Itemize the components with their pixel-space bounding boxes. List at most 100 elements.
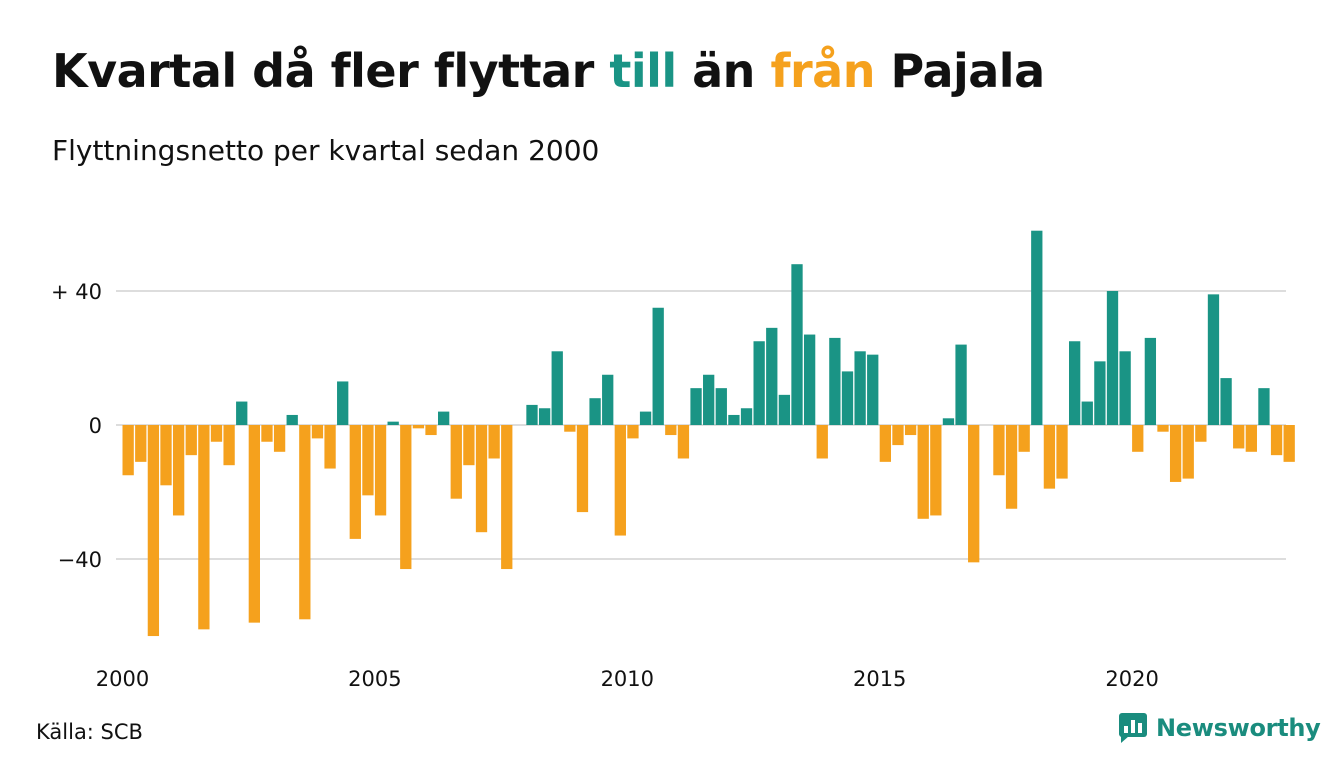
bar <box>993 425 1005 476</box>
bar <box>703 374 715 425</box>
bar <box>892 425 904 446</box>
bar <box>223 425 235 466</box>
bar <box>501 425 513 570</box>
bar <box>236 401 248 425</box>
bar <box>1069 341 1081 425</box>
bar <box>955 344 967 425</box>
chart-subtitle: Flyttningsnetto per kvartal sedan 2000 <box>52 134 600 167</box>
bar <box>450 425 462 499</box>
bar <box>1081 401 1093 425</box>
bar <box>273 425 286 452</box>
bar <box>400 425 412 570</box>
bar <box>261 425 273 442</box>
bar <box>551 351 563 425</box>
newsworthy-chat-bars-icon <box>1119 713 1147 743</box>
bar <box>1169 425 1182 482</box>
bar <box>488 425 500 459</box>
bar <box>387 421 399 425</box>
title-part-2: än <box>676 44 771 98</box>
bar <box>740 408 753 425</box>
bar <box>879 425 891 462</box>
bar <box>1094 361 1106 425</box>
bar <box>677 425 690 459</box>
bar <box>526 404 538 425</box>
bar <box>904 425 917 436</box>
bar <box>248 425 260 623</box>
bar <box>1258 388 1270 425</box>
bar <box>122 425 134 476</box>
bar <box>1132 425 1144 452</box>
x-tick-label: 2010 <box>601 667 654 691</box>
bar <box>1031 230 1043 425</box>
bar <box>172 425 185 516</box>
bar <box>564 425 576 432</box>
bar <box>1245 425 1257 452</box>
bar <box>917 425 929 519</box>
bar <box>930 425 942 516</box>
bar <box>1270 425 1283 456</box>
bar <box>185 425 197 456</box>
bar <box>639 411 652 425</box>
bar <box>766 327 778 425</box>
bar <box>753 341 765 425</box>
bar <box>576 425 589 513</box>
bar <box>602 374 614 425</box>
bar <box>538 408 551 425</box>
bar <box>778 394 791 425</box>
title-word-till: till <box>609 44 677 98</box>
bar <box>324 425 336 469</box>
bar <box>1005 425 1018 509</box>
bar <box>198 425 210 630</box>
bar <box>1043 425 1056 489</box>
y-tick-label: + 40 <box>51 280 102 304</box>
x-tick-label: 2020 <box>1105 667 1158 691</box>
bar <box>1157 425 1169 432</box>
bar <box>791 264 803 425</box>
bar <box>968 425 980 563</box>
bar <box>412 425 425 429</box>
bar <box>1056 425 1068 479</box>
bar <box>374 425 387 516</box>
title-word-fran: från <box>770 44 875 98</box>
bar <box>135 425 147 462</box>
bar <box>147 425 160 637</box>
bar <box>841 371 854 425</box>
bar <box>627 425 639 439</box>
bar <box>425 425 437 436</box>
bar-chart: + 40 0 −40 2000 2005 2010 2015 2020 <box>51 230 1295 691</box>
title-part-3: Pajala <box>874 44 1045 98</box>
bar <box>349 425 361 539</box>
source-note: Källa: SCB <box>36 720 143 744</box>
logo-text: Newsworthy <box>1156 714 1321 742</box>
bar <box>299 425 311 620</box>
bar <box>1018 425 1030 452</box>
newsworthy-logo: Newsworthy <box>1118 712 1321 744</box>
bar <box>728 414 740 425</box>
bar <box>463 425 475 466</box>
bar <box>816 425 828 459</box>
bar <box>1106 291 1119 425</box>
bar <box>867 354 879 425</box>
title-part-1: Kvartal då fler flyttar <box>52 44 610 98</box>
bar <box>942 418 955 425</box>
bar <box>829 337 841 425</box>
bar <box>715 388 727 425</box>
bar <box>854 351 866 425</box>
bar <box>665 425 677 436</box>
bar <box>362 425 374 496</box>
bar <box>803 334 816 425</box>
bar <box>1207 294 1220 425</box>
chart-title: Kvartal då fler flyttar till än från Paj… <box>52 44 1045 98</box>
bar <box>160 425 172 486</box>
bar <box>652 307 664 425</box>
bar <box>438 411 450 425</box>
bar <box>1195 425 1207 442</box>
bar <box>1119 351 1131 425</box>
y-tick-label: −40 <box>58 548 102 572</box>
x-tick-label: 2000 <box>96 667 149 691</box>
bar <box>589 398 601 425</box>
bar <box>1144 337 1157 425</box>
bar <box>690 388 702 425</box>
x-tick-label: 2015 <box>853 667 906 691</box>
bar <box>1283 425 1295 462</box>
